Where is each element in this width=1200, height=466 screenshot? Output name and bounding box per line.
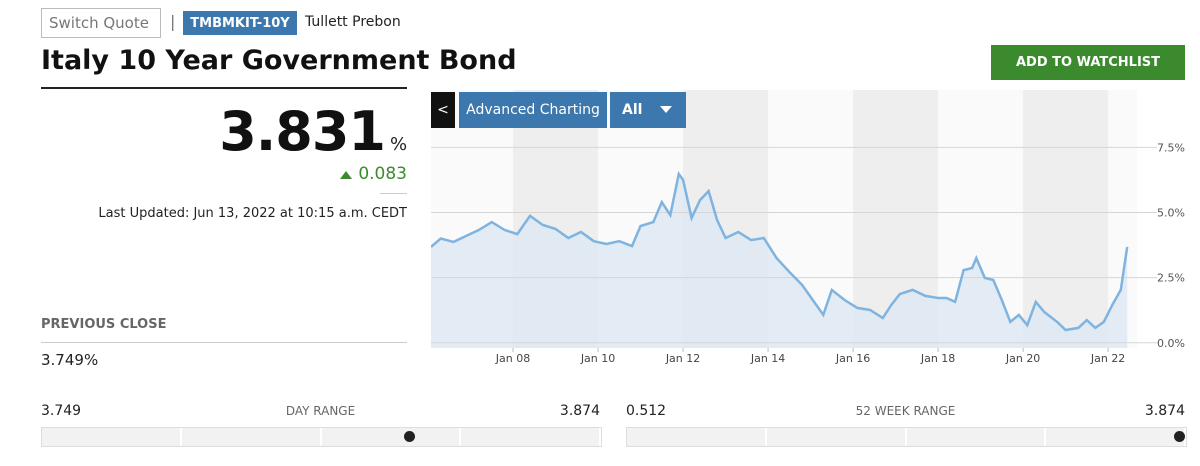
change-rule xyxy=(380,193,407,194)
last-updated: Last Updated: Jun 13, 2022 at 10:15 a.m.… xyxy=(98,206,407,221)
x-tick-label: Jan 10 xyxy=(580,352,615,365)
day-high: 3.874 xyxy=(559,403,600,419)
previous-close-value: 3.749% xyxy=(41,351,99,369)
page-title: Italy 10 Year Government Bond xyxy=(41,45,517,76)
day-range-bar xyxy=(41,427,602,447)
x-tick-label: Jan 08 xyxy=(495,352,530,365)
title-rule xyxy=(41,87,407,89)
advanced-charting-button[interactable]: Advanced Charting xyxy=(459,92,607,128)
y-tick-label: 5.0% xyxy=(1157,206,1185,219)
y-tick-label: 2.5% xyxy=(1157,272,1185,285)
switch-quote-input[interactable]: Switch Quote xyxy=(41,8,161,38)
price: 3.831 xyxy=(219,100,386,163)
week52-high: 3.874 xyxy=(1144,403,1185,419)
y-tick-label: 0.0% xyxy=(1157,337,1185,350)
y-tick-label: 7.5% xyxy=(1157,141,1185,154)
x-tick-label: Jan 12 xyxy=(665,352,700,365)
x-tick-label: Jan 22 xyxy=(1090,352,1125,365)
period-dropdown[interactable]: All xyxy=(610,92,686,128)
up-arrow xyxy=(340,171,352,179)
source: Tullett Prebon xyxy=(305,14,401,30)
week52-low: 0.512 xyxy=(626,403,667,419)
price-change: 0.083 xyxy=(358,164,407,184)
chart: 0.0% 2.5% 5.0% 7.5% Jan 08 Jan 10 Jan 12 Jan 14… xyxy=(431,90,1185,365)
x-tick-label: Jan 16 xyxy=(835,352,870,365)
day-range-label: DAY RANGE xyxy=(285,404,356,418)
ticker-badge: TMBMKIT-10Y xyxy=(183,11,297,35)
x-tick-label: Jan 20 xyxy=(1005,352,1040,365)
price-unit: % xyxy=(390,134,408,155)
range-dot xyxy=(403,431,415,442)
back-button[interactable]: < xyxy=(431,92,455,128)
x-tick-label: Jan 18 xyxy=(920,352,955,365)
day-low: 3.749 xyxy=(41,403,82,419)
range-dot xyxy=(1173,431,1185,442)
dropdown-arrow xyxy=(660,106,673,113)
x-tick-label: Jan 14 xyxy=(750,352,785,365)
watchlist-button[interactable]: ADD TO WATCHLIST xyxy=(991,45,1185,80)
separator: | xyxy=(170,12,176,31)
period-label: All xyxy=(622,102,643,118)
line xyxy=(431,170,1129,332)
week52-range-bar xyxy=(626,427,1187,447)
previous-close-label: PREVIOUS CLOSE xyxy=(41,317,167,332)
previous-close-rule xyxy=(41,342,407,343)
week52-range-label: 52 WEEK RANGE xyxy=(855,404,956,418)
